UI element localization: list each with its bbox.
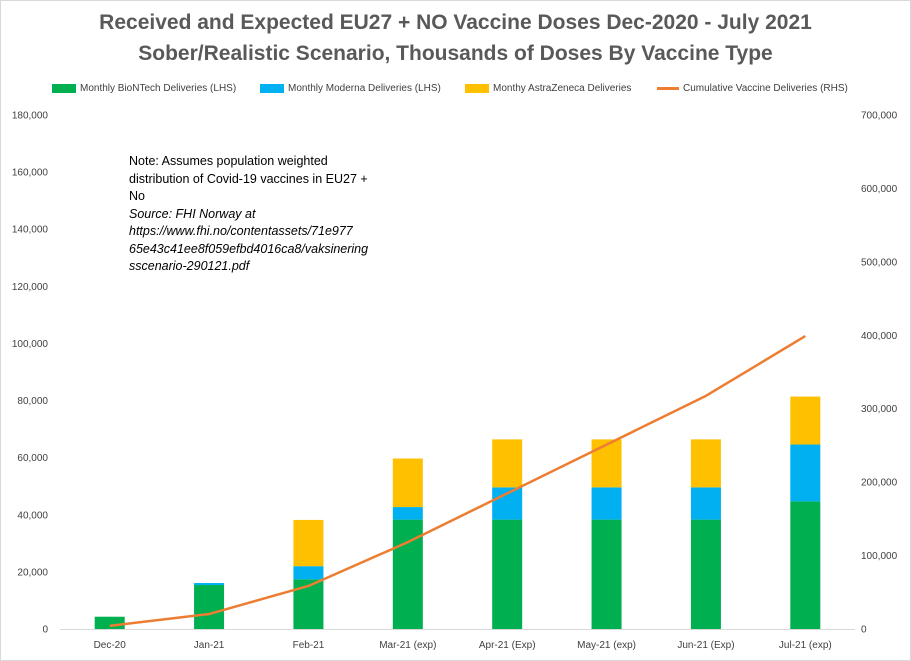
note-source-line: https://www.fhi.no/contentassets/71e977 [129, 224, 353, 238]
legend-item-astrazeneca: Monthy AstraZeneca Deliveries [465, 83, 631, 94]
y-left-tick-label: 80,000 [17, 396, 48, 407]
legend-label-astrazeneca: Monthy AstraZeneca Deliveries [493, 83, 632, 94]
legend-item-biontech: Monthly BioNTech Deliveries (LHS) [52, 83, 236, 94]
bar-biontech-segment [194, 585, 225, 629]
bar-biontech-segment [690, 519, 721, 629]
y-right-tick-label: 0 [861, 625, 867, 636]
bar-moderna-segment [591, 487, 622, 520]
note-line: distribution of Covid-19 vaccines in EU2… [129, 171, 368, 186]
y-left-tick-label: 140,000 [12, 225, 49, 236]
y-left-tick-label: 40,000 [17, 510, 48, 521]
bar-biontech-segment [591, 519, 622, 629]
x-tick-label: Dec-20 [94, 640, 127, 651]
x-tick-label: Mar-21 (exp) [379, 640, 436, 651]
chart-subtitle: Sober/Realistic Scenario, Thousands of D… [138, 42, 773, 65]
y-right-tick-label: 400,000 [861, 331, 898, 342]
x-tick-label: May-21 (exp) [577, 640, 636, 651]
bar-moderna-segment [690, 487, 721, 520]
y-right-tick-label: 700,000 [861, 111, 898, 122]
bar-biontech-segment [790, 501, 821, 629]
bar-biontech-segment [492, 519, 523, 629]
legend-label-cumulative: Cumulative Vaccine Deliveries (RHS) [683, 83, 848, 94]
bar-astrazeneca-segment [293, 519, 324, 567]
chart-legend: Monthly BioNTech Deliveries (LHS) Monthl… [0, 83, 911, 97]
y-left-tick-label: 60,000 [17, 453, 48, 464]
bar-moderna-segment [392, 507, 423, 520]
note-source-line: Source: FHI Norway at [129, 206, 256, 221]
bar-moderna-segment [293, 566, 324, 580]
bar-astrazeneca-segment [392, 458, 423, 508]
x-tick-label: Feb-21 [293, 640, 325, 651]
y-right-tick-label: 600,000 [861, 184, 898, 195]
note-line: Note: Assumes population weighted [129, 154, 328, 168]
y-left-tick-label: 180,000 [12, 111, 49, 122]
bar-astrazeneca-segment [690, 439, 721, 488]
bar-astrazeneca-segment [591, 439, 622, 488]
legend-label-moderna: Monthly Moderna Deliveries (LHS) [288, 83, 441, 94]
legend-item-cumulative: Cumulative Vaccine Deliveries (RHS) [657, 83, 848, 94]
legend-swatch-moderna [260, 84, 284, 93]
bar-astrazeneca-segment [790, 396, 821, 445]
y-left-tick-label: 100,000 [12, 339, 49, 350]
legend-swatch-astrazeneca [465, 84, 489, 93]
chart-title: Received and Expected EU27 + NO Vaccine … [99, 11, 812, 34]
y-right-tick-label: 500,000 [861, 257, 898, 268]
x-tick-label: Apr-21 (Exp) [479, 640, 536, 651]
bar-astrazeneca-segment [492, 439, 523, 488]
x-tick-label: Jan-21 [194, 640, 225, 651]
y-right-tick-label: 100,000 [861, 551, 898, 562]
legend-swatch-biontech [52, 84, 76, 93]
legend-label-biontech: Monthly BioNTech Deliveries (LHS) [80, 83, 237, 94]
y-left-tick-label: 20,000 [17, 567, 48, 578]
note-source-line: sscenario-290121.pdf [129, 259, 250, 273]
x-tick-label: Jul-21 (exp) [779, 640, 832, 651]
bar-moderna-segment [790, 444, 821, 502]
note-line: No [129, 189, 145, 203]
legend-swatch-cumulative [657, 87, 679, 90]
y-left-tick-label: 160,000 [12, 168, 49, 179]
y-right-tick-label: 200,000 [861, 478, 898, 489]
y-left-tick-label: 120,000 [12, 282, 49, 293]
y-left-tick-label: 0 [42, 625, 48, 636]
y-right-tick-label: 300,000 [861, 404, 898, 415]
note-source-line: 65e43c41ee8f059efbd4016ca8/vaksinering [129, 241, 369, 256]
bar-biontech-segment [94, 616, 125, 629]
legend-item-moderna: Monthly Moderna Deliveries (LHS) [260, 83, 441, 94]
chart-note: Note: Assumes population weighted distri… [129, 153, 399, 276]
x-tick-label: Jun-21 (Exp) [677, 640, 734, 651]
cumulative-deliveries-line [109, 335, 806, 628]
bar-moderna-segment [194, 583, 225, 586]
